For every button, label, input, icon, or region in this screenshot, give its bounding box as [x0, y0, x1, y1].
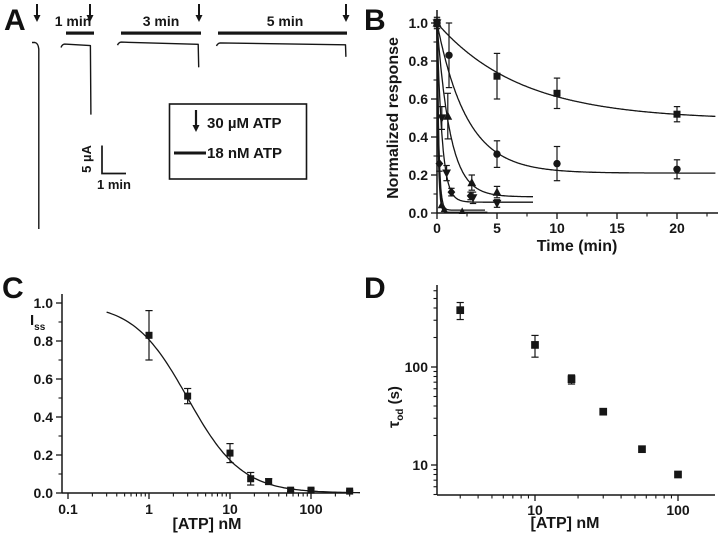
panel-c-dose-response-chart: 0.0 0.2 0.4 0.6 0.8 1.0 0.1 1 10 100 [ATP] nM Iss	[30, 294, 360, 533]
panel-d-label: D	[364, 272, 386, 305]
svg-text:1.0: 1.0	[34, 295, 54, 311]
panel-b-series-square	[433, 16, 681, 123]
panel-b-series-triangle-up	[437, 201, 466, 214]
svg-text:15: 15	[609, 220, 625, 236]
svg-text:0.2: 0.2	[34, 447, 54, 463]
panel-b-label: B	[364, 4, 386, 37]
svg-text:5 min: 5 min	[267, 13, 304, 29]
panel-c-fit-curve	[106, 311, 360, 494]
panel-b-series-triangle-up	[432, 18, 502, 199]
svg-text:10: 10	[549, 220, 565, 236]
panel-d-xlabel: [ATP] nM	[530, 515, 599, 532]
svg-text:1 min: 1 min	[55, 13, 92, 29]
panel-d-ylabel: τod (s)	[386, 386, 406, 428]
svg-text:0.1: 0.1	[58, 501, 78, 517]
svg-text:0.6: 0.6	[409, 91, 429, 107]
panel-a-label: A	[4, 4, 26, 37]
svg-text:1 min: 1 min	[97, 177, 131, 192]
legend-arrow-down-icon	[192, 110, 200, 132]
svg-text:5 µA: 5 µA	[79, 145, 94, 173]
current-trace-lines	[32, 41, 347, 229]
svg-text:30 µM ATP: 30 µM ATP	[207, 115, 282, 132]
panel-c-xlabel: [ATP] nM	[172, 516, 241, 533]
panel-b-normalized-response-chart: 0.0 0.2 0.4 0.6 0.8 1.0 0 5 10 15 20 Time (min) Norm…	[385, 10, 718, 255]
panel-d-data-points	[456, 301, 682, 479]
panel-d-tau-chart: 10 100 10 100 [ATP] nM τod (s)	[386, 285, 715, 532]
svg-text:100: 100	[666, 502, 690, 518]
svg-text:0.4: 0.4	[34, 409, 54, 425]
svg-text:10: 10	[222, 501, 238, 517]
trace-legend: 30 µM ATP 18 nM ATP	[168, 103, 308, 180]
scale-bar: 5 µA1 min	[79, 145, 131, 192]
svg-text:1: 1	[145, 501, 153, 517]
panel-b-fit-curves	[436, 22, 716, 214]
panel-b-ylabel: Normalized response	[385, 37, 402, 199]
svg-text:100: 100	[299, 501, 323, 517]
svg-text:0: 0	[433, 220, 441, 236]
svg-text:18 nM ATP: 18 nM ATP	[207, 145, 282, 162]
svg-text:0.0: 0.0	[34, 485, 54, 501]
svg-text:0.2: 0.2	[409, 167, 429, 183]
svg-text:0.6: 0.6	[34, 371, 54, 387]
svg-text:0.4: 0.4	[409, 129, 429, 145]
svg-text:0.0: 0.0	[409, 205, 429, 221]
svg-text:3 min: 3 min	[143, 13, 180, 29]
svg-text:0.8: 0.8	[34, 333, 54, 349]
panel-c-label: C	[2, 272, 24, 305]
svg-text:1.0: 1.0	[409, 15, 429, 31]
stimulus-arrow-icons	[33, 4, 350, 22]
svg-text:10: 10	[527, 502, 543, 518]
svg-text:0.8: 0.8	[409, 53, 429, 69]
panel-b-series-diamond	[433, 18, 475, 201]
panel-c-data-points	[145, 310, 354, 495]
svg-text:10: 10	[412, 457, 428, 473]
svg-text:20: 20	[669, 220, 685, 236]
svg-text:5: 5	[493, 220, 501, 236]
panel-b-axes: 0.0 0.2 0.4 0.6 0.8 1.0 0 5 10 15 20 Time (min) Norm…	[385, 10, 718, 255]
panel-c-axes: 0.0 0.2 0.4 0.6 0.8 1.0 0.1 1 10 100 [ATP] nM Iss	[30, 294, 352, 533]
application-bars: 1 min 3 min 5 min	[55, 13, 347, 35]
panel-c-ylabel: Iss	[30, 312, 46, 333]
panel-b-xlabel: Time (min)	[537, 238, 618, 255]
panel-d-axes: 10 100 10 100 [ATP] nM τod (s)	[386, 285, 715, 532]
svg-text:100: 100	[405, 359, 429, 375]
